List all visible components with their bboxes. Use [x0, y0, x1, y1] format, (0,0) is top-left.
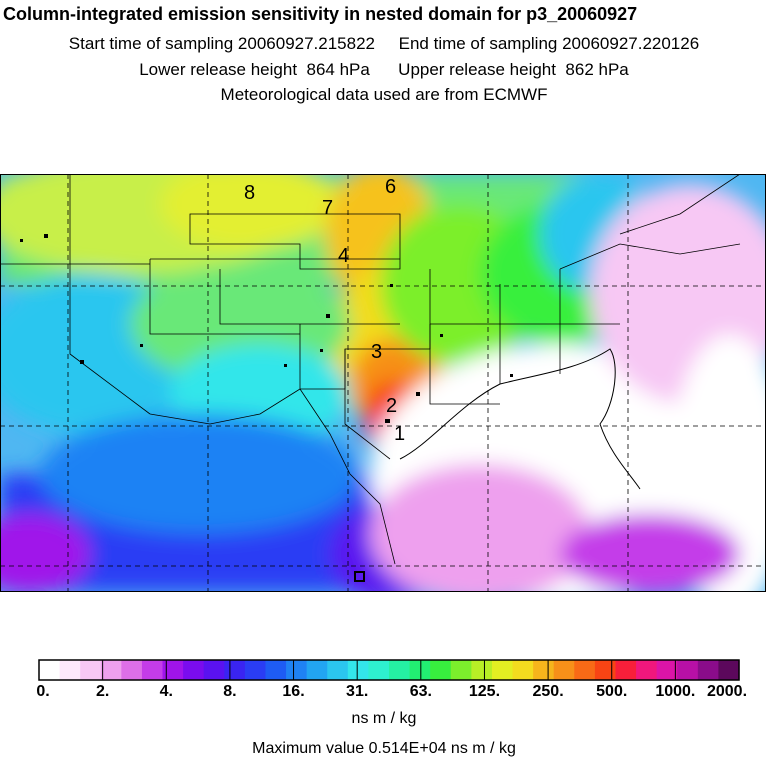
release-heights: Lower release height 864 hPa Upper relea…: [139, 60, 629, 79]
colorbar-swatch: [39, 660, 61, 680]
colorbar-tick-label: 1000.: [655, 683, 696, 700]
trajectory-label-1: 1: [394, 423, 405, 445]
trajectory-label-3: 3: [371, 341, 382, 363]
colorbar-tick-label: 0.: [36, 683, 50, 700]
colorbar-tick-label: 500.: [596, 683, 628, 700]
colorbar-swatch: [265, 660, 287, 680]
colorbar-swatch: [121, 660, 143, 680]
colorbar-swatch: [244, 660, 267, 680]
colorbar-swatch: [718, 660, 740, 680]
colorbar-swatch: [389, 660, 411, 680]
trajectory-label-7: 7: [322, 197, 333, 219]
colorbar-tick-label: 16.: [282, 683, 305, 700]
trajectory-label-6: 6: [385, 176, 396, 198]
plot-title: Column-integrated emission sensitivity i…: [3, 4, 638, 24]
colorbar-tick-label: 4.: [159, 683, 173, 700]
trajectory-label-8: 8: [244, 182, 255, 204]
colorbar-swatch: [512, 660, 534, 680]
colorbar-swatch: [471, 660, 493, 680]
colorbar-swatch: [80, 660, 102, 680]
colorbar-swatch: [224, 660, 246, 680]
emission-sensitivity-map: 1 2 3 4 6 7 8: [0, 174, 766, 592]
colorbar-swatch: [656, 660, 678, 680]
colorbar-swatch: [574, 660, 596, 680]
colorbar-swatch: [368, 660, 390, 680]
colorbar-swatch: [306, 660, 328, 680]
colorbar-tick-label: 2.: [95, 683, 110, 700]
trajectory-label-2: 2: [386, 395, 397, 417]
colorbar-swatch: [450, 660, 472, 680]
colorbar-swatch: [59, 660, 81, 680]
trajectory-label-4: 4: [338, 245, 349, 267]
colorbar-tick-label: 63.: [409, 683, 432, 700]
colorbar-swatch: [203, 660, 225, 680]
sampling-times: Start time of sampling 20060927.215822 E…: [68, 34, 700, 53]
colorbar-swatch: [430, 660, 452, 680]
colorbar-tick-label: 8.: [223, 683, 237, 700]
colorbar-swatch: [533, 660, 555, 680]
colorbar-swatch: [553, 660, 575, 680]
colorbar-tick-label: 250.: [532, 683, 564, 700]
colorbar-tick-label: 2000.: [706, 683, 748, 700]
colorbar-tick-label: 125.: [468, 683, 501, 700]
colorbar-tick-label: 31.: [346, 683, 369, 700]
met-data-source: Meteorological data used are from ECMWF: [220, 85, 548, 104]
colorbar-border: [38, 659, 740, 681]
colorbar-swatch: [141, 660, 164, 680]
colorbar-swatch: [162, 660, 184, 680]
colorbar-swatch: [347, 660, 370, 680]
colorbar-swatch: [677, 660, 699, 680]
colorbar: [38, 659, 740, 681]
colorbar-swatch: [327, 660, 349, 680]
colorbar-swatch: [286, 660, 308, 680]
colorbar-swatch: [409, 660, 431, 680]
colorbar-swatch: [615, 660, 637, 680]
colorbar-swatch: [636, 660, 658, 680]
receptor-square-marker: [354, 571, 365, 582]
maximum-value-label: Maximum value 0.514E+04 ns m / kg: [252, 740, 516, 757]
colorbar-swatch: [183, 660, 205, 680]
colorbar-swatch: [594, 660, 617, 680]
colorbar-swatch: [100, 660, 122, 680]
colorbar-swatch: [491, 660, 514, 680]
colorbar-unit-label: ns m / kg: [351, 710, 417, 727]
colorbar-swatch: [697, 660, 720, 680]
